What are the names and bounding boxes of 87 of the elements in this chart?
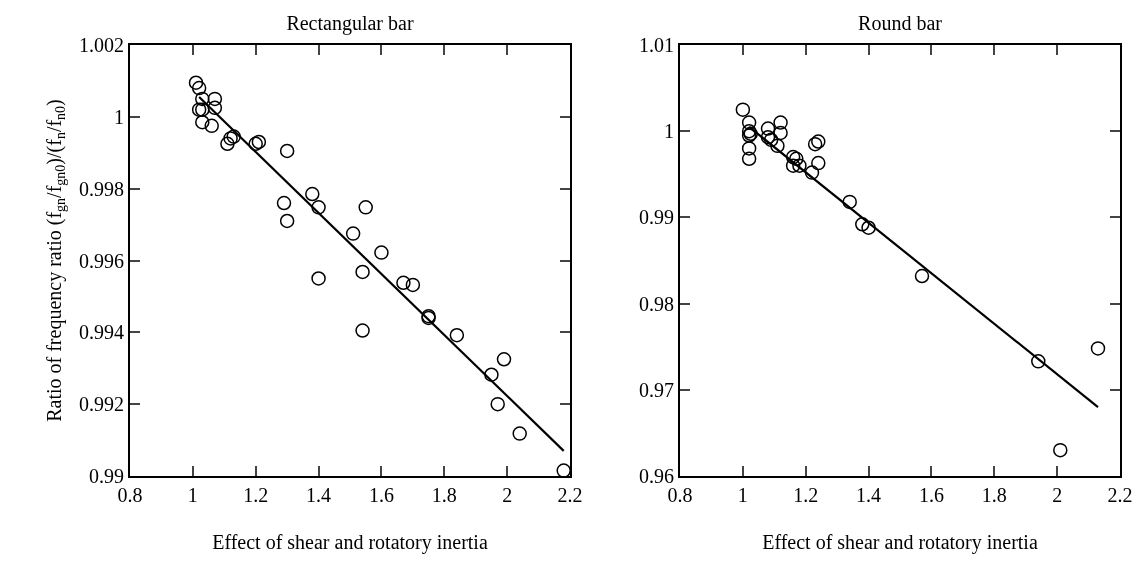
point	[248, 136, 263, 152]
point	[191, 102, 207, 117]
point	[556, 463, 570, 476]
y-tick-label: 1.01	[639, 34, 674, 56]
point	[355, 323, 370, 338]
point	[861, 220, 876, 235]
point	[785, 158, 801, 173]
point	[276, 195, 292, 211]
point	[811, 134, 826, 149]
point	[207, 100, 223, 116]
point	[496, 352, 512, 367]
point	[220, 136, 235, 152]
point	[305, 186, 320, 202]
point	[914, 268, 930, 284]
point	[735, 102, 751, 117]
x-tick-label: 0.8	[117, 484, 143, 506]
point	[207, 91, 223, 107]
point	[279, 143, 295, 159]
point	[484, 367, 499, 382]
x-axis-title: Effect of shear and rotatory inertia	[212, 531, 488, 554]
y-tick-label: 0.98	[639, 292, 674, 315]
point	[811, 155, 826, 171]
y-tick-label: 0.992	[79, 393, 124, 416]
x-tick-label: 2.2	[557, 484, 583, 506]
point	[785, 149, 801, 165]
point	[773, 115, 788, 130]
x-tick-label: 2	[502, 484, 513, 506]
point	[191, 80, 207, 96]
x-tick-label: 1.2	[793, 484, 819, 506]
point	[1090, 341, 1106, 356]
point	[195, 114, 210, 130]
y-tick-label: 1.002	[79, 34, 124, 56]
point	[741, 151, 757, 167]
y-tick-label: 0.96	[639, 465, 674, 487]
y-tick-label: 0.998	[79, 177, 124, 200]
point	[741, 141, 757, 156]
x-tick-label: 1	[187, 484, 198, 506]
point	[345, 226, 361, 241]
x-tick-label: 1.4	[306, 484, 332, 506]
point	[773, 125, 788, 141]
point	[251, 134, 267, 150]
point	[855, 217, 870, 232]
x-tick-label: 1.4	[856, 484, 882, 506]
point	[204, 118, 219, 134]
point	[396, 275, 411, 291]
point	[449, 327, 465, 343]
point	[770, 138, 785, 154]
y-tick-label: 0.996	[79, 249, 124, 272]
y-tick-label: 0.99	[89, 465, 124, 487]
chart-title: Round bar	[858, 12, 943, 34]
point	[1053, 442, 1068, 458]
y-tick-label: 0.97	[639, 378, 674, 401]
point	[374, 245, 389, 260]
point	[842, 194, 857, 210]
point	[311, 200, 326, 215]
x-tick-label: 1.8	[981, 484, 1007, 506]
y-tick-label: 1	[114, 105, 124, 128]
x-tick-label: 1.2	[243, 484, 269, 506]
x-tick-label: 1.6	[368, 484, 394, 506]
x-tick-label: 2	[1052, 484, 1063, 506]
y-tick-label: 0.994	[79, 321, 124, 344]
chart-title: Rectangular bar	[286, 12, 414, 35]
y-tick-label: 0.99	[639, 206, 674, 229]
point	[741, 115, 757, 130]
x-tick-label: 0.8	[667, 484, 693, 506]
point	[807, 136, 823, 152]
x-tick-label: 1.8	[431, 484, 457, 506]
point	[490, 396, 505, 412]
x-tick-label: 2.2	[1107, 484, 1133, 506]
point	[195, 102, 210, 117]
point	[195, 91, 210, 107]
point	[804, 165, 820, 180]
point	[311, 271, 326, 286]
point	[789, 151, 804, 167]
x-tick-label: 1	[737, 484, 748, 506]
point	[405, 277, 421, 293]
point	[355, 264, 370, 280]
point	[760, 121, 776, 136]
point	[188, 75, 204, 90]
point	[279, 213, 295, 229]
point	[792, 158, 807, 173]
point	[512, 426, 527, 441]
point	[358, 200, 373, 215]
x-axis-title: Effect of shear and rotatory inertia	[762, 531, 1038, 554]
point	[1031, 354, 1046, 369]
x-tick-label: 1.6	[918, 484, 944, 506]
y-tick-label: 1	[664, 120, 674, 143]
